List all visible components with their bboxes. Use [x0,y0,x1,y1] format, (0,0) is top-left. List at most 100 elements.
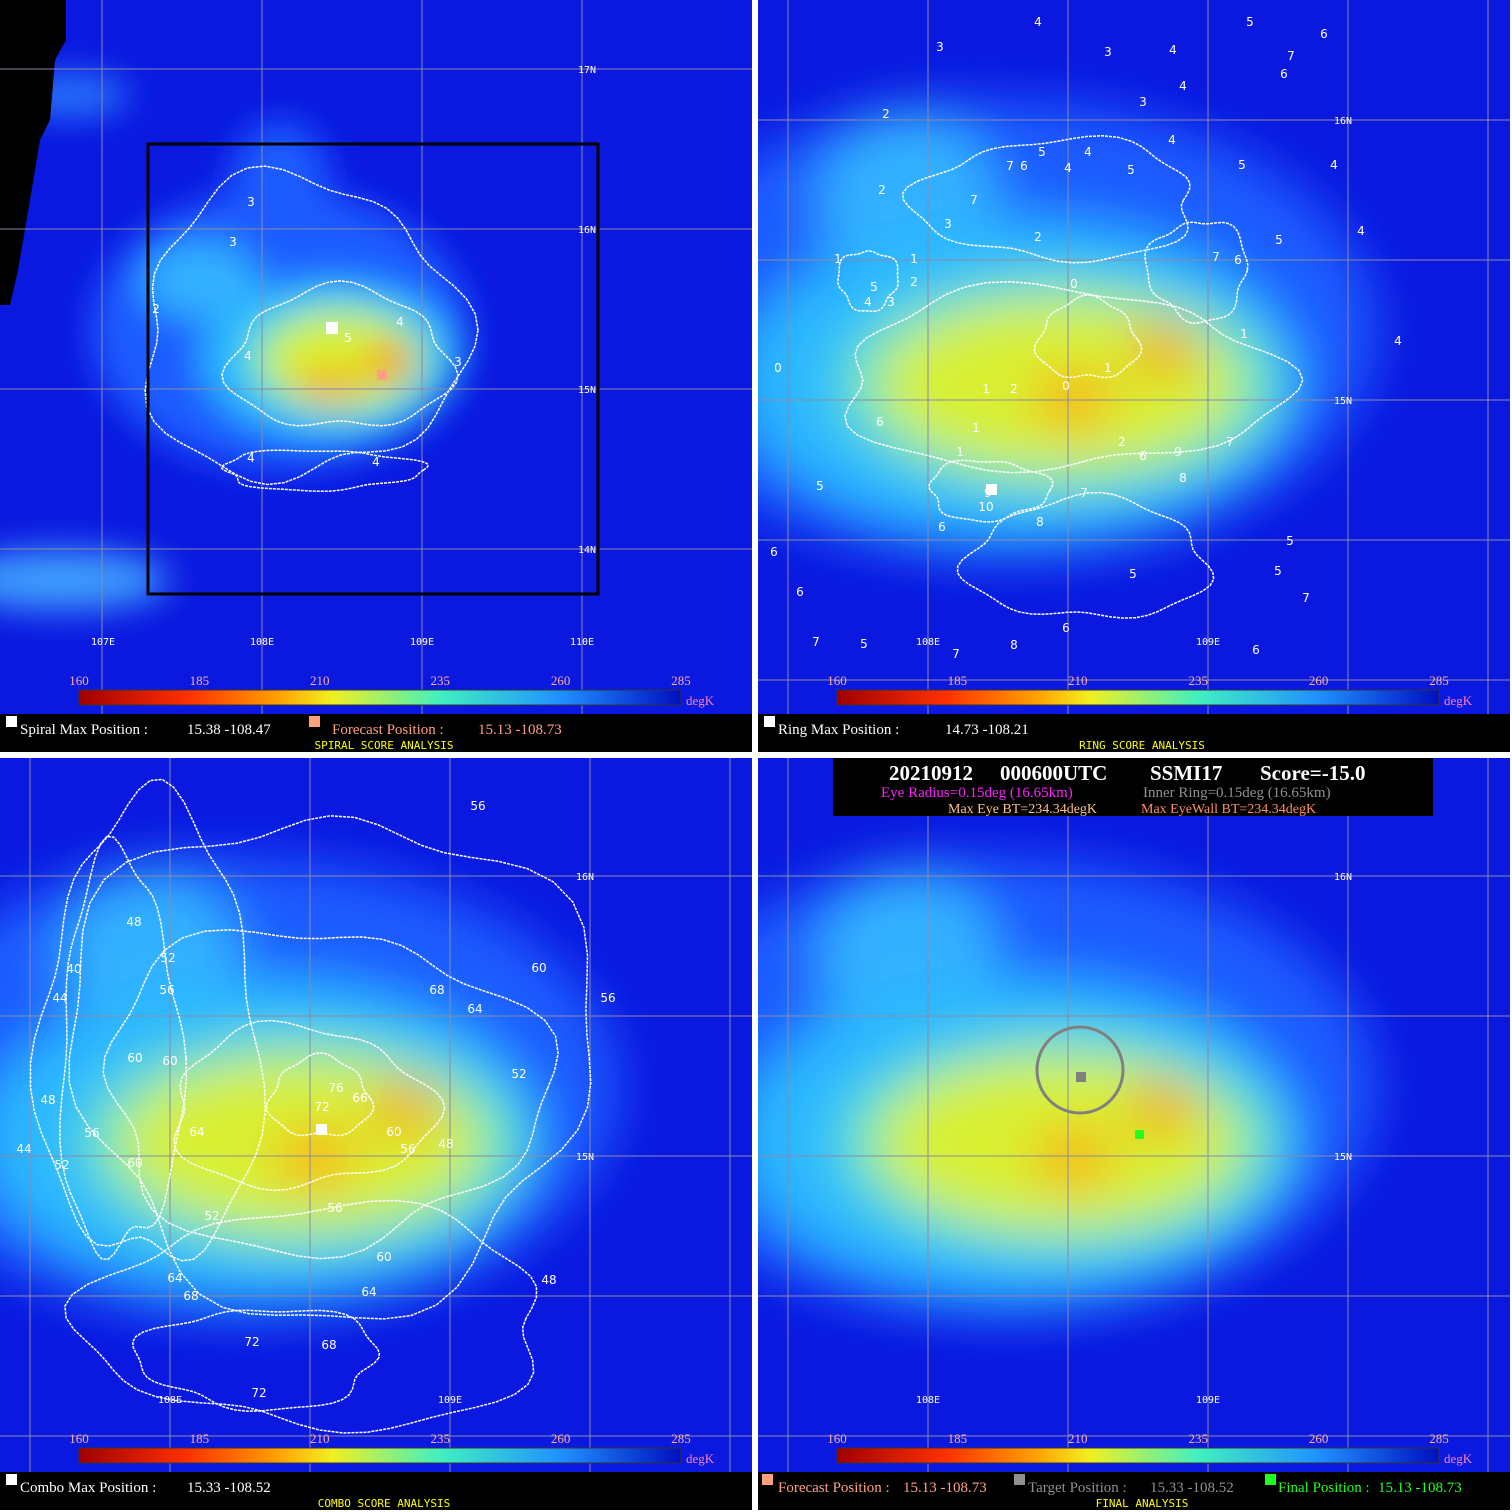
contour-label: 2 [1010,382,1018,396]
colorbar-tick: 285 [1429,673,1449,688]
contour-label: 3 [936,40,944,54]
blob [1133,328,1193,372]
contour-label: 2 [1034,230,1042,244]
contour [173,1019,446,1192]
colorbar-tick: 185 [948,1431,968,1446]
colorbar [78,1447,682,1464]
contour [68,815,592,1320]
contour [1033,294,1143,379]
contour-label: 5 [1038,145,1046,159]
footer-value: 15.33 -108.52 [187,1480,271,1496]
contour-label: 64 [467,1002,482,1016]
lat-label: 17N [578,65,596,76]
blob [368,344,412,380]
contour-label: 7 [1006,159,1014,173]
colorbar [836,689,1440,706]
lat-label: 16N [578,225,596,236]
contour-label: 3 [1104,45,1112,59]
lon-label: 109E [438,1395,462,1406]
blob [140,240,260,320]
contour [29,778,267,1262]
colorbar-tick: 185 [190,1431,210,1446]
contour [901,135,1191,264]
contour-label: 3 [247,195,255,209]
colorbar-tick: 285 [671,673,691,688]
lon-label: 110E [570,637,594,648]
footer-value: 15.38 -108.47 [187,722,271,738]
contour-label: 60 [386,1125,401,1139]
footer-label: Combo Max Position : [20,1480,156,1496]
contour-label: 56 [400,1142,415,1156]
header-sensor: SSMI17 [1150,761,1222,785]
contour-label: 56 [159,983,174,997]
contour-label: 66 [352,1091,367,1105]
blob [0,550,170,610]
forecast-marker [377,370,387,380]
contour [928,459,1054,523]
contour-label: 8 [1179,471,1187,485]
combo-max-marker [316,1124,327,1135]
contour-label: 48 [438,1137,453,1151]
contour-label: 4 [372,455,380,469]
contour-label: 7 [1302,591,1310,605]
legend-square [6,1474,17,1485]
contour-label: 4 [1084,145,1092,159]
contour-label: 5 [1246,15,1254,29]
contour-label: 4 [1179,79,1187,93]
header-date: 20210912 [889,761,973,785]
lat-label: 16N [1334,116,1352,127]
footer-title: FINAL ANALYSIS [1096,1497,1189,1510]
colorbar-tick: 235 [1188,673,1208,688]
lon-label: 107E [91,637,115,648]
contour-label: 1 [1240,327,1248,341]
contour-label: 4 [244,349,252,363]
contour-label: 64 [361,1285,376,1299]
blob [275,1133,355,1183]
colorbar [78,689,682,706]
contour [837,250,899,313]
contour-label: 6 [770,545,778,559]
colorbar-unit: degK [1444,693,1473,708]
colorbar [836,1447,1440,1464]
footer-label: Target Position : [1028,1480,1127,1496]
spiral-max-marker [326,322,338,334]
contour-label: 7 [952,647,960,661]
contour-label: 5 [870,280,878,294]
footer-value: 15.13 -108.73 [1378,1480,1462,1496]
blob [375,1086,435,1130]
contour-label: 5 [1129,567,1137,581]
footer-label: Forecast Position : [332,722,444,738]
legend-square [6,716,17,727]
eye-ring [1035,1025,1125,1115]
contour-label: 52 [160,951,175,965]
colorbar-tick: 160 [827,673,847,688]
blob [1033,1133,1113,1183]
colorbar-tick: 260 [1309,1431,1329,1446]
lon-label: 109E [410,637,434,648]
legend-square [1014,1474,1025,1485]
contour-label: 5 [816,479,824,493]
contour [59,835,188,1261]
contour-label: 5 [344,331,352,345]
contour-label: 60 [127,1156,142,1170]
contour-label: 4 [1169,43,1177,57]
contour-label: 4 [864,295,872,309]
contour-label: 48 [541,1273,556,1287]
contour-label: 0 [1070,277,1078,291]
blob [230,120,330,240]
lon-label: 108E [158,1395,182,1406]
colorbar-unit: degK [686,693,715,708]
contour [844,280,1304,474]
contour-label: 4 [1168,133,1176,147]
contour-label: 4 [1357,224,1365,238]
contour-label: 6 [1280,67,1288,81]
contour-label: 6 [1139,449,1147,463]
colorbar-tick: 260 [551,1431,571,1446]
colorbar-tick: 235 [1188,1431,1208,1446]
contour-label: 5 [1286,534,1294,548]
contour-label: 72 [244,1335,259,1349]
contour-label: 6 [1062,621,1070,635]
contour-label: 60 [162,1054,177,1068]
footer-title: RING SCORE ANALYSIS [1079,739,1205,752]
